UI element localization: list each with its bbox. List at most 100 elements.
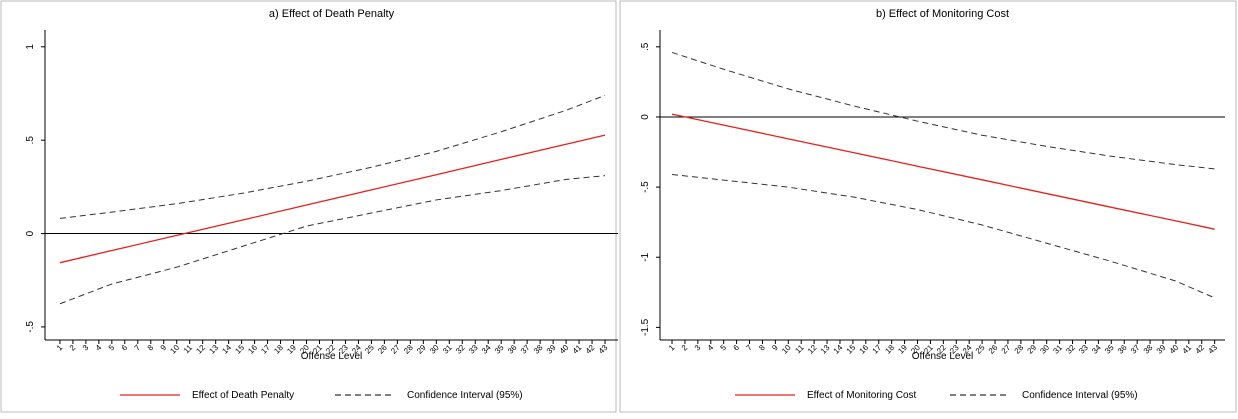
x-tick-label: 33 xyxy=(1077,343,1090,356)
x-tick-label: 14 xyxy=(220,343,233,356)
series-line xyxy=(59,134,606,264)
x-axis-label: Offense Level xyxy=(301,351,363,362)
x-tick-label: 25 xyxy=(363,343,376,356)
x-tick-label: 6 xyxy=(732,343,742,353)
series-line xyxy=(671,113,1215,230)
series-line xyxy=(59,175,606,305)
x-tick-label: 1 xyxy=(667,343,677,353)
x-tick-label: 4 xyxy=(706,343,716,353)
series-line xyxy=(671,51,1215,170)
x-tick-label: 3 xyxy=(693,343,703,353)
x-tick-label: 38 xyxy=(532,343,545,356)
x-tick-label: 19 xyxy=(285,343,298,356)
y-tick-label: -1 xyxy=(640,252,651,261)
x-tick-label: 15 xyxy=(845,343,858,356)
x-tick-label: 3 xyxy=(81,343,91,353)
x-tick-label: 16 xyxy=(858,343,871,356)
x-tick-label: 35 xyxy=(1103,343,1116,356)
x-tick-label: 25 xyxy=(974,343,987,356)
x-tick-label: 26 xyxy=(987,343,1000,356)
x-tick-label: 10 xyxy=(780,343,793,356)
x-tick-label: 32 xyxy=(1064,343,1077,356)
y-tick-label: 0 xyxy=(640,114,651,120)
series-line xyxy=(59,94,606,219)
x-tick-label: 27 xyxy=(1000,343,1013,356)
y-tick-label: -.5 xyxy=(640,181,651,193)
x-tick-label: 8 xyxy=(757,343,767,353)
x-tick-label: 5 xyxy=(719,343,729,353)
x-tick-label: 2 xyxy=(680,343,690,353)
x-tick-label: 7 xyxy=(744,343,754,353)
y-tick-label: 1 xyxy=(25,44,36,50)
x-tick-label: 33 xyxy=(467,343,480,356)
x-tick-label: 7 xyxy=(133,343,143,353)
x-tick-label: 5 xyxy=(107,343,117,353)
x-tick-label: 10 xyxy=(168,343,181,356)
legend-label: Confidence Interval (95%) xyxy=(407,390,523,401)
x-tick-label: 36 xyxy=(1116,343,1129,356)
x-tick-label: 36 xyxy=(506,343,519,356)
x-tick-label: 14 xyxy=(832,343,845,356)
x-tick-label: 1 xyxy=(55,343,65,353)
x-tick-label: 30 xyxy=(1038,343,1051,356)
y-tick-label: -.5 xyxy=(25,321,36,333)
x-tick-label: 17 xyxy=(870,343,883,356)
x-tick-label: 38 xyxy=(1142,343,1155,356)
legend-label: Effect of Death Penalty xyxy=(192,390,294,401)
x-tick-label: 34 xyxy=(480,343,493,356)
legend-label: Confidence Interval (95%) xyxy=(1022,390,1138,401)
x-tick-label: 37 xyxy=(1129,343,1142,356)
x-tick-label: 31 xyxy=(441,343,454,356)
x-tick-label: 41 xyxy=(571,343,584,356)
x-tick-label: 32 xyxy=(454,343,467,356)
x-tick-label: 11 xyxy=(793,343,806,356)
y-tick-label: -1.5 xyxy=(640,318,651,336)
x-tick-label: 39 xyxy=(545,343,558,356)
x-axis-label: Offense Level xyxy=(912,351,974,362)
x-tick-label: 2 xyxy=(68,343,78,353)
panel-frame xyxy=(619,0,1237,413)
x-tick-label: 29 xyxy=(1026,343,1039,356)
x-tick-label: 43 xyxy=(597,343,610,356)
x-tick-label: 31 xyxy=(1051,343,1064,356)
x-tick-label: 40 xyxy=(558,343,571,356)
x-tick-label: 37 xyxy=(519,343,532,356)
x-tick-label: 18 xyxy=(272,343,285,356)
x-tick-label: 9 xyxy=(159,343,169,353)
x-tick-label: 41 xyxy=(1181,343,1194,356)
x-tick-label: 27 xyxy=(389,343,402,356)
x-tick-label: 43 xyxy=(1206,343,1219,356)
x-tick-label: 4 xyxy=(94,343,104,353)
x-tick-label: 35 xyxy=(493,343,506,356)
x-tick-label: 39 xyxy=(1155,343,1168,356)
x-tick-label: 9 xyxy=(770,343,780,353)
y-tick-label: .5 xyxy=(640,42,651,51)
x-tick-label: 12 xyxy=(806,343,819,356)
legend-label: Effect of Monitoring Cost xyxy=(807,390,917,401)
chart-title: b) Effect of Monitoring Cost xyxy=(876,8,1009,20)
x-tick-label: 6 xyxy=(120,343,130,353)
x-tick-label: 11 xyxy=(182,343,195,356)
series-line xyxy=(671,173,1215,299)
x-tick-label: 15 xyxy=(233,343,246,356)
x-tick-label: 28 xyxy=(402,343,415,356)
y-tick-label: .5 xyxy=(25,136,36,145)
x-tick-label: 18 xyxy=(883,343,896,356)
x-tick-label: 17 xyxy=(259,343,272,356)
x-tick-label: 42 xyxy=(584,343,597,356)
x-tick-label: 42 xyxy=(1193,343,1206,356)
x-tick-label: 40 xyxy=(1168,343,1181,356)
x-tick-label: 16 xyxy=(246,343,259,356)
x-tick-label: 29 xyxy=(415,343,428,356)
x-tick-label: 13 xyxy=(819,343,832,356)
x-tick-label: 30 xyxy=(428,343,441,356)
y-tick-label: 0 xyxy=(25,230,36,236)
x-tick-label: 8 xyxy=(146,343,156,353)
x-tick-label: 28 xyxy=(1013,343,1026,356)
chart-title: a) Effect of Death Penalty xyxy=(269,8,395,20)
x-tick-label: 13 xyxy=(207,343,220,356)
x-tick-label: 12 xyxy=(194,343,207,356)
x-tick-label: 26 xyxy=(376,343,389,356)
panel-frame xyxy=(0,0,617,413)
